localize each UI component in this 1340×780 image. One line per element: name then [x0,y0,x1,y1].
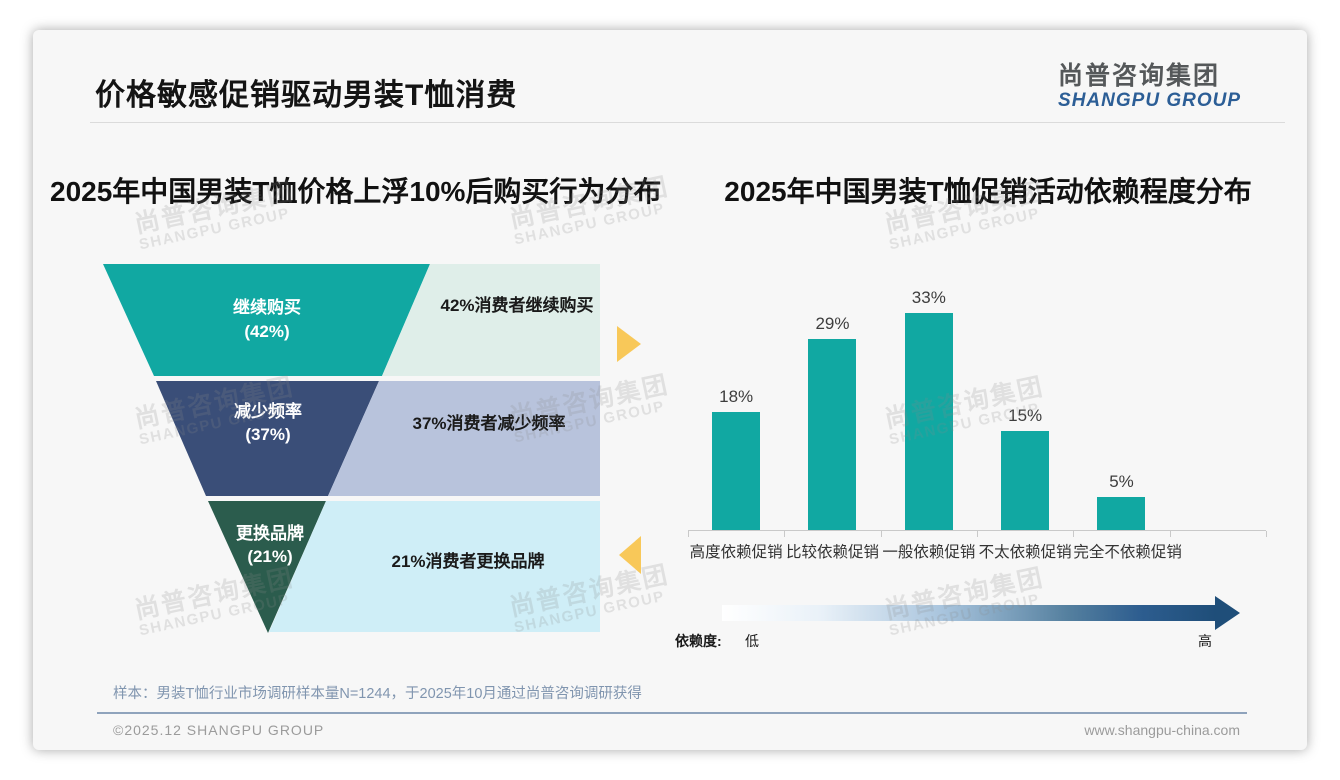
stage-3-label: 更换品牌 [236,523,304,543]
axis-tick [688,531,689,537]
axis-tick [881,531,882,537]
funnel-chart-title: 2025年中国男装T恤价格上浮10%后购买行为分布 [50,176,662,207]
funnel-chart: 继续购买 (42%) 减少频率 (37%) 更换品牌 (21%) 42%消费者继… [103,264,641,633]
watermark-cn: 尚普咨询集团 [507,370,672,432]
dependency-gradient-bar [722,605,1215,621]
arrow-right-icon [617,326,641,362]
watermark-en: SHANGPU GROUP [137,591,292,640]
bar-column: 33% [881,280,977,530]
bar [1001,431,1050,530]
watermark: 尚普咨询集团 SHANGPU GROUP [132,372,299,449]
bar-column: 5% [1073,280,1169,530]
stage-3-note: 21%消费者更换品牌 [391,551,544,571]
stage-2-label: 减少频率 [234,401,302,421]
website-text: www.shangpu-china.com [1084,722,1240,738]
sample-note: 样本：男装T恤行业市场调研样本量N=1244，于2025年10月通过尚普咨询调研… [113,686,642,702]
bar-category-labels: 高度依赖促销 比较依赖促销 一般依赖促销 不太依赖促销 完全不依赖促销 [688,540,1266,562]
logo-en-text: SHANGPU GROUP [1058,90,1241,111]
company-logo: 尚普咨询集团 SHANGPU GROUP [1058,56,1241,112]
dependency-arrowhead-icon [1215,596,1240,630]
category-label: 完全不依赖促销 [1073,544,1182,561]
bar-column: 15% [977,280,1073,530]
bar-value-label: 5% [1109,472,1134,491]
category-label: 不太依赖促销 [978,544,1072,561]
axis-tick [1266,531,1267,537]
funnel-note-box-1 [382,264,600,376]
bar [808,339,857,530]
watermark-cn: 尚普咨询集团 [132,372,297,434]
funnel-stage-3 [208,501,326,633]
axis-tick [784,531,785,537]
bar-column: 29% [784,280,880,530]
stage-2-note: 37%消费者减少频率 [412,413,565,433]
category-label: 一般依赖促销 [882,544,976,561]
bar [1097,497,1146,530]
copyright-text: ©2025.12 SHANGPU GROUP [113,722,325,738]
x-axis [688,530,1266,531]
axis-tick [977,531,978,537]
watermark-en: SHANGPU GROUP [512,588,667,637]
watermark: 尚普咨询集团 SHANGPU GROUP [507,370,674,447]
watermark: 尚普咨询集团 SHANGPU GROUP [507,560,674,637]
funnel-stage-1 [103,264,430,376]
bar-column-empty [1170,280,1266,530]
watermark-en: SHANGPU GROUP [137,205,292,254]
page-title: 价格敏感促销驱动男装T恤消费 [95,79,518,112]
axis-tick [1073,531,1074,537]
bar [904,313,953,530]
bar-chart-title: 2025年中国男装T恤促销活动依赖程度分布 [724,176,1252,207]
watermark-en: SHANGPU GROUP [512,398,667,447]
bar-column: 18% [688,280,784,530]
bar-value-label: 29% [815,314,850,333]
footer-divider [97,712,1247,714]
category-label: 比较依赖促销 [785,544,879,561]
watermark-en: SHANGPU GROUP [137,400,292,449]
stage-3-pct: (21%) [247,547,292,566]
logo-cn-text: 尚普咨询集团 [1058,62,1221,90]
watermark: 尚普咨询集团 SHANGPU GROUP [882,564,1049,640]
stage-1-label: 继续购买 [233,297,301,317]
dependency-high-label: 高 [1198,633,1212,649]
bar-value-label: 33% [911,288,946,307]
watermark: 尚普咨询集团 SHANGPU GROUP [132,563,299,640]
bar-value-label: 18% [719,387,754,406]
axis-tick [1170,531,1171,537]
dependency-label: 依赖度: [675,633,722,649]
title-divider [90,122,1285,123]
bar [712,412,761,530]
arrow-left-icon [619,536,641,574]
bar-chart-plot: 18% 29% 33% 15% 5% [688,280,1266,530]
funnel-stage-2 [156,381,379,496]
funnel-note-box-3 [269,501,600,632]
funnel-note-box-2 [328,381,600,496]
watermark-cn: 尚普咨询集团 [507,560,672,622]
bar-value-label: 15% [1008,406,1043,425]
stage-2-pct: (37%) [245,425,290,444]
stage-1-pct: (42%) [244,322,289,341]
watermark-en: SHANGPU GROUP [887,205,1042,254]
category-label-empty [1170,540,1266,562]
dependency-low-label: 低 [745,633,759,649]
category-label: 高度依赖促销 [689,544,783,561]
watermark-cn: 尚普咨询集团 [132,563,297,625]
slide-card: 价格敏感促销驱动男装T恤消费 尚普咨询集团 SHANGPU GROUP 2025… [33,30,1307,750]
stage-1-note: 42%消费者继续购买 [440,295,593,315]
